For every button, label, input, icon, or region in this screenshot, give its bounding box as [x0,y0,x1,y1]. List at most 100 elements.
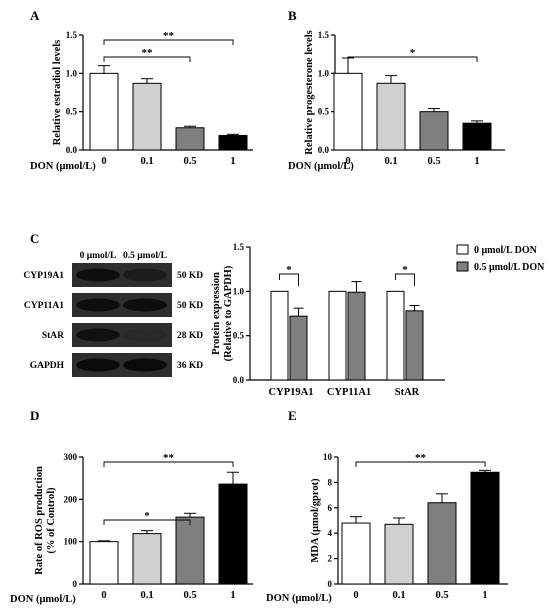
significance-label-C: * [286,264,292,276]
bar-C-StAR-1 [405,310,424,381]
bar-A-0.1 [132,82,162,151]
significance-bracket-D [103,519,191,525]
blot-size-label: 28 KD [177,331,203,341]
panel-label-B: B [288,8,297,23]
y-tick-label-E: 8 [328,477,333,487]
significance-label-E: ** [415,452,427,464]
y-tick-label-C: 1.0 [233,286,245,296]
x-tick-label-B: 1 [474,156,479,167]
bar-E-0.1 [384,523,414,585]
bar-E-0.5 [427,502,457,585]
y-tick-label-C: 0.0 [233,375,245,385]
bar-A-0 [89,72,119,151]
y-tick-label-D: 300 [64,452,78,462]
blot-protein-label: CYP11A1 [24,301,64,311]
y-axis-label-A: Relative estradiol levels [52,40,63,146]
bar-C-CYP11A1-0 [328,290,347,381]
y-axis-label-D: Rate of ROS production(% of Control) [34,466,57,575]
y-tick-label-E: 6 [328,503,333,513]
x-tick-label-B: 0.1 [384,156,397,167]
y-tick-label-B: 0.5 [318,107,330,117]
y-axis-label-E: MDA (μmol/gprot) [310,478,321,563]
significance-bracket-B [347,56,478,62]
bar-B-0.5 [419,111,449,151]
blot-band-StAR [76,328,120,342]
blot-band-CYP11A1 [76,298,120,312]
bar-A-0.5 [175,127,205,151]
x-axis-label-A: DON (μmol/L) [30,161,96,172]
y-tick-label-C: 1.5 [233,242,245,252]
y-tick-label-A: 1.5 [66,30,78,40]
blot-band-GAPDH [123,358,167,372]
y-tick-label-B: 0.0 [318,145,330,155]
panel-label-A: A [30,8,40,23]
y-tick-label-B: 1.0 [318,68,330,78]
bar-D-0 [89,541,119,585]
x-axis-label-E: DON (μmol/L) [266,593,332,604]
panel-label-E: E [288,408,297,423]
bar-C-StAR-0 [386,290,405,381]
x-tick-label-D: 0.5 [183,590,196,601]
bar-B-0.1 [376,82,406,151]
panel-label-D: D [30,408,39,423]
blot-protein-label: StAR [42,331,64,341]
x-tick-label-D: 0.1 [140,590,153,601]
x-tick-label-E: 0.5 [435,590,448,601]
y-axis-label-B: Relative progesterone levels [304,30,315,154]
y-tick-label-D: 200 [64,494,78,504]
panel-label-C: C [30,231,39,246]
x-tick-label-E: 0.1 [392,590,405,601]
significance-bracket-A [103,39,234,45]
significance-bracket-E [355,461,486,467]
panel-E: E 0 2 4 6 8 10 MDA (μmol/gprot) DON (μmol/L) 0 0.1… [266,408,508,604]
blot-band-CYP11A1 [123,298,167,312]
bar-D-0.1 [132,533,162,585]
bar-E-0 [341,522,371,585]
y-tick-label-D: 100 [64,537,78,547]
blot-column-label-1: 0.5 μmol/L [123,251,167,261]
y-tick-label-B: 1.5 [318,30,330,40]
legend-label-1: 0.5 μmol/L DON [474,262,545,273]
x-tick-label-A: 1 [230,156,235,167]
significance-bracket-C [395,273,415,286]
y-tick-label-D: 0 [73,579,78,589]
western-blot: C 0 μmol/L 0.5 μmol/L CYP19A1 50 KD CYP11A1 50… [23,231,203,377]
significance-label-C: * [402,264,408,276]
legend-swatch-0 [456,244,469,255]
bar-C-CYP19A1-1 [289,315,308,381]
x-tick-label-E: 1 [482,590,487,601]
blot-size-label: 50 KD [177,301,203,311]
y-tick-label-E: 2 [328,554,333,564]
panel-D: D 0 100 200 300 Rate of ROS production(% of C… [10,408,253,605]
legend-swatch-1 [456,261,469,272]
x-tick-label-E: 0 [353,590,358,601]
y-tick-label-A: 1.0 [66,68,78,78]
y-tick-label-E: 4 [328,528,333,538]
bar-D-1 [218,483,248,585]
significance-bracket-A [103,56,191,62]
significance-bracket-D [103,461,234,467]
y-tick-label-C: 0.5 [233,331,245,341]
blot-protein-label: GAPDH [30,361,65,371]
x-tick-label-A: 0 [101,156,106,167]
significance-label-A: ** [163,30,175,42]
blot-band-CYP19A1 [123,268,167,282]
bar-E-1 [470,471,500,585]
y-tick-label-E: 0 [328,579,333,589]
panel-C-chart: 0.0 0.5 1.0 1.5 Protein expression(Relative … [211,242,545,398]
blot-band-StAR [123,328,167,342]
x-axis-label-B: DON (μmol/L) [288,161,354,172]
significance-label-A: ** [142,47,154,59]
blot-band-GAPDH [76,358,120,372]
bar-B-0 [333,72,363,151]
x-tick-label-C: CYP19A1 [269,387,314,398]
x-tick-label-A: 0.5 [183,156,196,167]
blot-protein-label: CYP19A1 [23,271,64,281]
x-tick-label-A: 0.1 [140,156,153,167]
bar-D-0.5 [175,516,205,585]
y-tick-label-E: 10 [323,452,333,462]
blot-column-label-0: 0 μmol/L [80,251,117,261]
significance-label-D: * [144,510,150,522]
